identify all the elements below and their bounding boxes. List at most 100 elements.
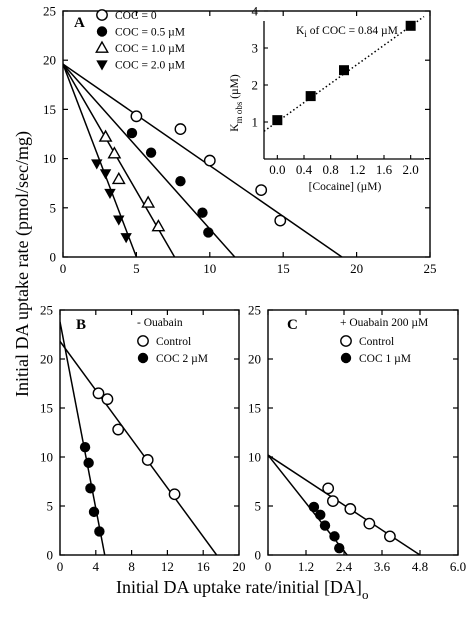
data-point-0 <box>327 495 339 507</box>
data-point-1 <box>94 526 105 537</box>
data-point-1 <box>145 147 157 158</box>
data-point-0 <box>322 482 335 495</box>
y-tick-label: 10 <box>40 450 53 465</box>
legend-label-1: COC = 0.5 µM <box>115 27 185 39</box>
legend-label-0: Control <box>156 336 191 348</box>
x-tick-label: 0 <box>265 559 272 574</box>
x-tick-label: 20 <box>350 261 363 276</box>
data-point-0 <box>112 423 125 436</box>
data-point-1 <box>175 176 186 187</box>
fit-line-1 <box>63 63 236 257</box>
inset-data-point <box>305 91 316 102</box>
inset-data-point <box>272 115 283 126</box>
data-point-2 <box>98 129 113 142</box>
inset-y-tick-label: 3 <box>252 41 259 56</box>
legend-label-1: COC 1 µM <box>359 353 411 365</box>
inset-title: Ki of COC = 0.84 µM <box>296 25 398 39</box>
data-point-3 <box>104 188 116 200</box>
inset-y-tick-label: 1 <box>252 115 259 130</box>
data-point-1 <box>83 457 94 469</box>
x-tick-label: 3.6 <box>374 559 391 574</box>
x-tick-label: 20 <box>233 559 246 574</box>
data-point-3 <box>91 159 103 170</box>
panel-title: - Ouabain <box>137 317 183 329</box>
legend-label-2: COC = 1.0 µM <box>115 43 185 55</box>
data-point-0 <box>92 387 105 400</box>
legend-marker-1 <box>340 352 352 364</box>
y-tick-label: 25 <box>40 303 53 318</box>
y-tick-label: 0 <box>255 548 262 563</box>
y-tick-label: 20 <box>43 53 56 68</box>
data-point-3 <box>120 233 132 244</box>
x-axis-label-sub: o <box>362 587 369 602</box>
x-tick-label: 8 <box>128 559 135 574</box>
panel-b: 0 4 8 12 16 20 0 5 10 15 20 25 B - Ouabain Control COC … <box>40 303 246 575</box>
panel-title: + Ouabain 200 µM <box>340 317 428 329</box>
legend-label-3: COC = 2.0 µM <box>115 60 185 72</box>
panel-a: 0 5 10 15 20 25 0 5 10 15 20 25 A COC = 0 COC = 0.5 µM… <box>43 4 437 277</box>
inset-y-tick-label: 4 <box>252 4 259 19</box>
legend-marker-0 <box>96 9 108 21</box>
data-point-0 <box>344 503 357 515</box>
inset-x-tick-label: 0.0 <box>269 162 285 177</box>
data-point-2 <box>107 146 122 159</box>
fit-line-0 <box>268 454 421 555</box>
x-tick-label: 16 <box>197 559 211 574</box>
data-point-0 <box>203 154 216 167</box>
y-tick-label: 20 <box>40 352 53 367</box>
data-point-1 <box>126 127 138 139</box>
legend-marker-3 <box>96 60 108 71</box>
data-point-1 <box>308 501 320 513</box>
inset-x-tick-label: 2.0 <box>403 162 419 177</box>
data-point-0 <box>274 214 287 227</box>
data-point-1 <box>88 506 100 518</box>
y-tick-label: 15 <box>40 401 53 416</box>
legend-marker-2 <box>95 40 109 53</box>
data-point-1 <box>197 207 208 218</box>
y-tick-label: 15 <box>43 102 56 117</box>
panel-a-inset: 0.0 0.4 0.8 1.2 1.6 2.0 1 2 3 4 Ki of COC = 0.84 µ… <box>229 4 425 193</box>
data-point-1 <box>315 509 326 521</box>
panel-c: 0 1.2 2.4 3.6 4.8 6.0 0 5 10 15 20 25 C + Ouabain 200… <box>248 303 466 575</box>
x-tick-label: 0 <box>57 559 64 574</box>
data-point-3 <box>99 169 112 180</box>
y-tick-label: 20 <box>248 352 261 367</box>
y-tick-label: 0 <box>50 250 57 265</box>
x-tick-label: 4.8 <box>412 559 428 574</box>
x-tick-label: 25 <box>424 261 437 276</box>
inset-x-tick-label: 1.2 <box>349 162 365 177</box>
x-tick-label: 12 <box>161 559 174 574</box>
y-tick-label: 25 <box>43 4 56 19</box>
x-axis-label: Initial DA uptake rate/initial [DA]o <box>116 577 368 602</box>
y-axis-label: Initial DA uptake rate (pmol/sec/mg) <box>12 131 33 397</box>
y-tick-label: 5 <box>47 499 54 514</box>
legend-label-0: Control <box>359 336 394 348</box>
fit-line-1 <box>60 321 106 555</box>
inset-fit-line <box>263 15 425 132</box>
x-tick-label: 1.2 <box>298 559 314 574</box>
legend-marker-0 <box>137 335 149 347</box>
inset-x-tick-label: 0.4 <box>296 162 313 177</box>
x-tick-label: 10 <box>203 261 216 276</box>
data-point-0 <box>168 488 181 501</box>
legend-marker-0 <box>340 335 352 347</box>
plot-frame <box>59 309 240 556</box>
y-tick-label: 15 <box>248 401 261 416</box>
y-tick-label: 10 <box>43 151 56 166</box>
legend-marker-1 <box>96 26 108 37</box>
legend-label-1: COC 2 µM <box>156 353 208 365</box>
data-point-2 <box>141 195 156 208</box>
data-point-1 <box>79 442 91 453</box>
legend-label-0: COC = 0 <box>115 10 157 22</box>
inset-data-point <box>339 65 349 76</box>
inset-y-label: Km obs (µM) <box>229 74 244 132</box>
data-point-1 <box>319 520 331 531</box>
data-point-1 <box>85 483 96 494</box>
data-point-2 <box>111 171 126 185</box>
fit-line-0 <box>63 63 343 257</box>
panel-label: A <box>74 15 85 31</box>
x-tick-label: 5 <box>133 261 140 276</box>
inset-x-tick-label: 1.6 <box>376 162 393 177</box>
plot-frame <box>62 10 431 258</box>
